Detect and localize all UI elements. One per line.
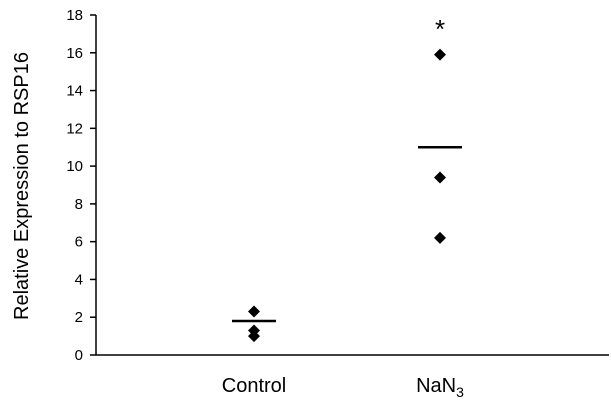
x-tick-label: Control: [222, 375, 286, 397]
y-tick-label: 10: [66, 158, 83, 175]
data-point: [434, 171, 446, 184]
y-tick-label: 16: [66, 45, 83, 62]
y-tick-label: 8: [75, 196, 83, 213]
data-point: [434, 48, 446, 61]
y-tick-label: 12: [66, 120, 83, 137]
y-tick-label: 18: [66, 7, 83, 24]
y-tick-label: 2: [75, 309, 83, 326]
significance-asterisk: *: [435, 14, 445, 44]
y-axis-title: Relative Expression to RSP16: [11, 52, 33, 320]
data-point: [248, 330, 260, 343]
data-point: [434, 231, 446, 244]
y-tick-label: 4: [75, 271, 83, 288]
y-tick-label: 0: [75, 347, 83, 364]
y-tick-label: 14: [66, 83, 83, 100]
x-tick-label: NaN3: [416, 375, 464, 400]
data-marks: *: [232, 14, 462, 343]
y-axis: 0 2 4 6 8 10 12 14 16 18: [66, 7, 97, 364]
x-axis: Control NaN3: [96, 354, 609, 400]
y-tick-label: 6: [75, 234, 83, 251]
data-point: [248, 305, 260, 318]
